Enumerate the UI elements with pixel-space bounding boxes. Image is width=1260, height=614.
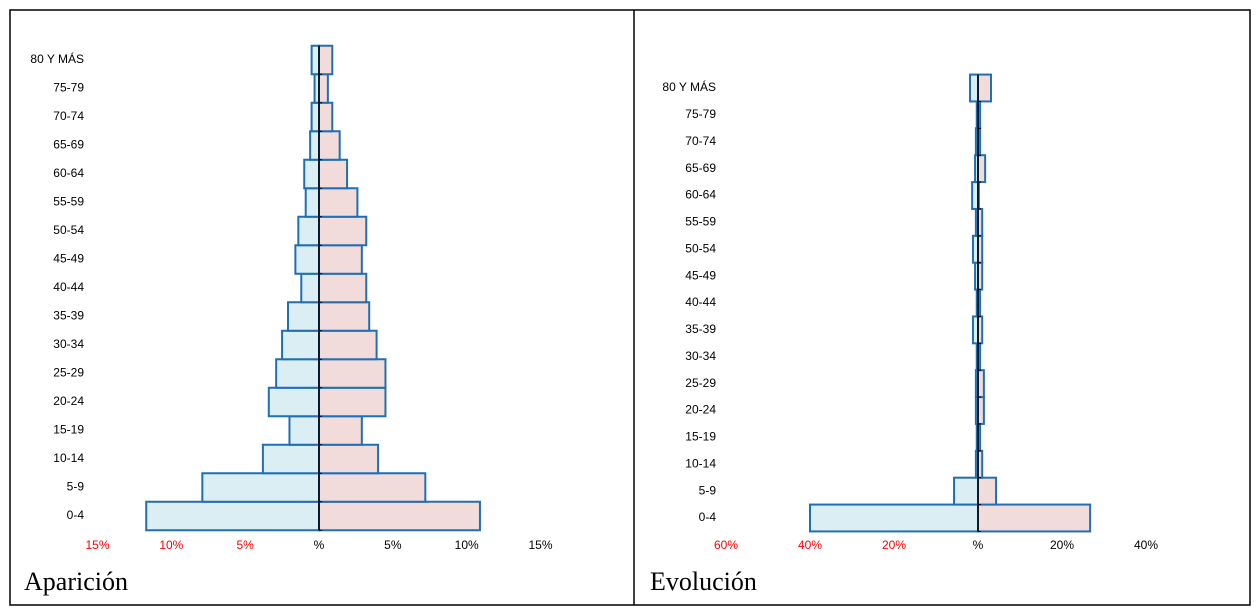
x-tick-label: % [314, 538, 325, 552]
bar [969, 73, 980, 103]
y-tick-label: 30-34 [53, 337, 84, 351]
y-tick-label: 40-44 [53, 280, 84, 294]
y-tick-label: 75-79 [685, 107, 716, 121]
bar [318, 358, 387, 389]
y-tick-label: 20-24 [685, 403, 716, 417]
bar [977, 154, 987, 184]
bar [318, 443, 380, 475]
bar [809, 503, 979, 533]
bar [977, 73, 993, 103]
y-tick-label: 55-59 [53, 195, 84, 209]
bar [318, 272, 368, 304]
bar [261, 443, 320, 475]
bar [310, 44, 321, 76]
chart-title: Evolución [650, 567, 757, 596]
bar [318, 158, 349, 190]
y-tick-label: 60-64 [53, 166, 84, 180]
bar [201, 472, 321, 503]
bar [318, 329, 378, 361]
x-tick-label: 5% [236, 538, 254, 552]
bar [318, 44, 334, 76]
bar [304, 187, 320, 218]
bar [300, 272, 320, 304]
y-tick-label: 45-49 [53, 252, 84, 266]
y-tick-label: 70-74 [53, 109, 84, 123]
y-tick-label: 35-39 [685, 322, 716, 336]
bar [310, 101, 321, 133]
y-tick-label: 65-69 [53, 138, 84, 152]
y-tick-label: 45-49 [685, 268, 716, 282]
y-tick-label: 10-14 [685, 456, 716, 470]
y-tick-label: 10-14 [53, 451, 84, 465]
table-border [9, 9, 1251, 606]
bar [318, 73, 329, 104]
y-tick-label: 50-54 [685, 241, 716, 255]
bar [977, 503, 1092, 533]
chart-title: Aparición [24, 567, 128, 596]
y-tick-label: 25-29 [685, 376, 716, 390]
y-tick-label: 80 Y MÁS [662, 79, 716, 94]
bar [275, 358, 320, 389]
bar [288, 415, 321, 446]
bar [281, 329, 321, 361]
x-tick-label: 15% [528, 538, 552, 552]
x-tick-label: 20% [882, 538, 906, 552]
bar [977, 369, 985, 399]
bar [318, 386, 387, 418]
y-tick-label: 60-64 [685, 188, 716, 202]
bar [294, 244, 320, 275]
bar [297, 215, 320, 247]
x-tick-label: 15% [85, 538, 109, 552]
y-tick-label: 20-24 [53, 394, 84, 408]
y-tick-label: 5-9 [699, 483, 717, 497]
x-tick-label: 60% [714, 538, 738, 552]
x-tick-label: 10% [455, 538, 479, 552]
y-tick-label: 40-44 [685, 295, 716, 309]
y-tick-label: 70-74 [685, 134, 716, 148]
x-tick-label: 10% [159, 538, 183, 552]
y-tick-label: 55-59 [685, 215, 716, 229]
bar [309, 130, 321, 161]
y-tick-label: 75-79 [53, 81, 84, 95]
y-tick-label: 15-19 [685, 430, 716, 444]
bar [267, 386, 320, 418]
y-tick-label: 5-9 [67, 480, 85, 494]
x-tick-label: 40% [798, 538, 822, 552]
bar [318, 415, 363, 446]
bar [977, 476, 998, 506]
bar [318, 244, 363, 275]
y-tick-label: 0-4 [699, 510, 717, 524]
bar [977, 396, 985, 425]
y-tick-label: 15-19 [53, 423, 84, 437]
y-tick-label: 25-29 [53, 366, 84, 380]
y-tick-label: 30-34 [685, 349, 716, 363]
bar [318, 215, 368, 247]
x-tick-label: 5% [384, 538, 402, 552]
bar [318, 472, 427, 503]
bar [318, 301, 371, 332]
y-tick-label: 65-69 [685, 161, 716, 175]
y-tick-label: 50-54 [53, 223, 84, 237]
y-tick-label: 0-4 [67, 508, 85, 522]
bar [303, 158, 321, 190]
y-tick-label: 80 Y MÁS [30, 51, 84, 66]
bar [318, 130, 341, 161]
bar [953, 476, 979, 506]
bar [318, 500, 481, 532]
bar [286, 301, 320, 332]
x-tick-label: 40% [1134, 538, 1158, 552]
x-tick-label: 20% [1050, 538, 1074, 552]
x-tick-label: % [973, 538, 984, 552]
bar [145, 500, 320, 532]
bar [318, 187, 359, 218]
y-tick-label: 35-39 [53, 309, 84, 323]
bar [318, 101, 334, 133]
